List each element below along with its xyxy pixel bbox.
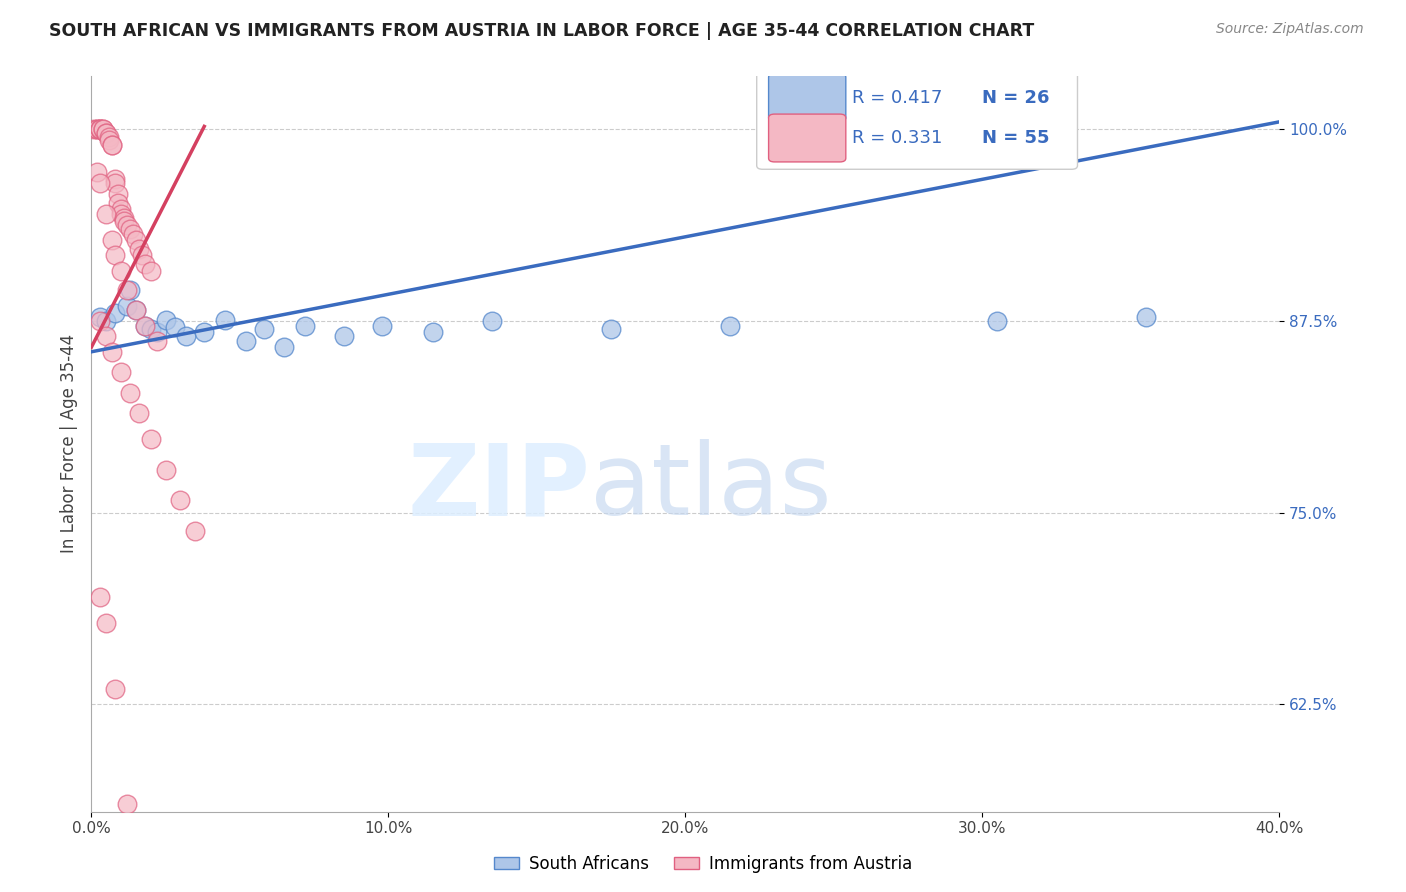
- Point: [96, 207, 118, 221]
- Text: R = 0.331: R = 0.331: [852, 129, 942, 147]
- Point: [125, 233, 148, 247]
- Point: [89, 310, 111, 324]
- FancyBboxPatch shape: [769, 74, 846, 121]
- Point: [139, 263, 162, 277]
- Point: [107, 196, 129, 211]
- Point: [112, 214, 135, 228]
- Point: [101, 344, 124, 359]
- Point: [86, 122, 108, 136]
- Point: [91, 122, 114, 136]
- Point: [145, 325, 167, 339]
- Point: [98, 133, 121, 147]
- Point: [155, 463, 177, 477]
- Point: [118, 222, 141, 236]
- Point: [110, 263, 132, 277]
- Point: [110, 207, 132, 221]
- Point: [107, 186, 129, 201]
- Point: [253, 322, 276, 336]
- Point: [91, 122, 114, 136]
- Point: [101, 137, 124, 152]
- Point: [163, 320, 186, 334]
- Point: [104, 248, 127, 262]
- Point: [1135, 310, 1157, 324]
- Point: [131, 248, 153, 262]
- Point: [96, 314, 118, 328]
- Point: [134, 318, 156, 333]
- Text: ZIP: ZIP: [408, 440, 591, 536]
- Text: Source: ZipAtlas.com: Source: ZipAtlas.com: [1216, 22, 1364, 37]
- Point: [176, 329, 198, 343]
- Text: N = 26: N = 26: [983, 89, 1050, 107]
- Point: [86, 122, 108, 136]
- Point: [118, 284, 141, 298]
- Point: [125, 303, 148, 318]
- Point: [98, 130, 121, 145]
- Point: [125, 303, 148, 318]
- Y-axis label: In Labor Force | Age 35-44: In Labor Force | Age 35-44: [59, 334, 77, 553]
- Point: [235, 334, 257, 348]
- Text: SOUTH AFRICAN VS IMMIGRANTS FROM AUSTRIA IN LABOR FORCE | AGE 35-44 CORRELATION : SOUTH AFRICAN VS IMMIGRANTS FROM AUSTRIA…: [49, 22, 1035, 40]
- Point: [371, 318, 394, 333]
- Point: [89, 314, 111, 328]
- Point: [214, 312, 236, 326]
- Point: [83, 122, 105, 136]
- Point: [89, 122, 111, 136]
- Point: [139, 322, 162, 336]
- FancyBboxPatch shape: [769, 114, 846, 162]
- Point: [986, 314, 1008, 328]
- Point: [118, 386, 141, 401]
- Point: [169, 493, 191, 508]
- Point: [112, 211, 135, 226]
- Point: [122, 227, 145, 241]
- Point: [96, 616, 118, 631]
- Point: [89, 122, 111, 136]
- Point: [115, 797, 138, 811]
- Point: [134, 318, 156, 333]
- Point: [115, 218, 138, 232]
- Point: [101, 233, 124, 247]
- Point: [134, 257, 156, 271]
- Point: [89, 176, 111, 190]
- Point: [115, 284, 138, 298]
- Point: [96, 126, 118, 140]
- Point: [139, 432, 162, 446]
- Point: [481, 314, 503, 328]
- Point: [96, 329, 118, 343]
- FancyBboxPatch shape: [756, 62, 1077, 169]
- Point: [115, 299, 138, 313]
- Point: [422, 325, 444, 339]
- Point: [104, 306, 127, 320]
- Text: R = 0.417: R = 0.417: [852, 89, 942, 107]
- Point: [155, 312, 177, 326]
- Point: [86, 165, 108, 179]
- Point: [104, 176, 127, 190]
- Legend: South Africans, Immigrants from Austria: South Africans, Immigrants from Austria: [488, 848, 918, 880]
- Point: [101, 137, 124, 152]
- Point: [333, 329, 356, 343]
- Point: [110, 202, 132, 217]
- Point: [128, 242, 150, 256]
- Point: [600, 322, 623, 336]
- Point: [89, 590, 111, 604]
- Point: [104, 171, 127, 186]
- Point: [145, 334, 167, 348]
- Point: [294, 318, 316, 333]
- Text: atlas: atlas: [591, 440, 832, 536]
- Point: [104, 682, 127, 697]
- Point: [718, 318, 741, 333]
- Point: [89, 122, 111, 136]
- Point: [184, 524, 207, 538]
- Point: [110, 365, 132, 379]
- Point: [128, 406, 150, 420]
- Point: [193, 325, 215, 339]
- Text: N = 55: N = 55: [983, 129, 1050, 147]
- Point: [273, 340, 295, 354]
- Point: [96, 126, 118, 140]
